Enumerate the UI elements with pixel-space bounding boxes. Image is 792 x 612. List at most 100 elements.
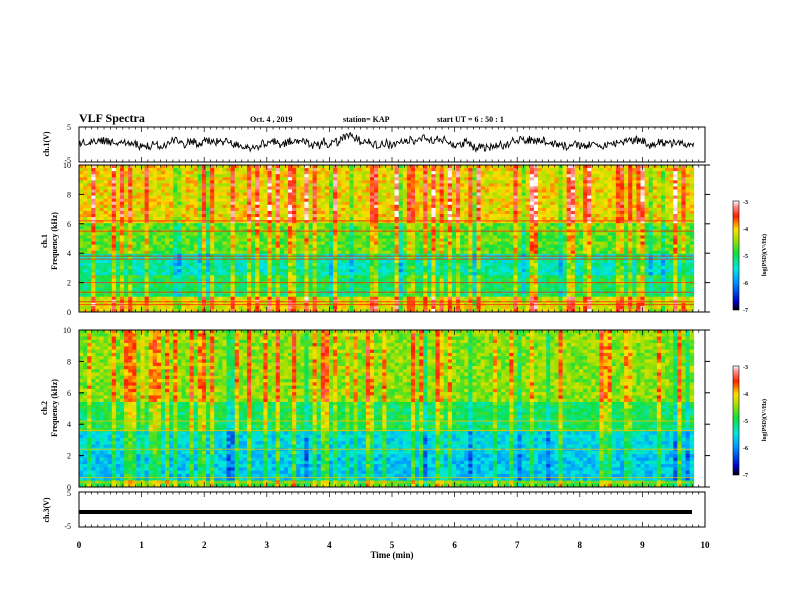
ch1-spectrogram-cell — [656, 253, 662, 258]
ch1-spectrogram-cell — [357, 244, 363, 249]
ch1-spectrogram-cell — [533, 180, 539, 184]
ch1-spectrogram-cell — [374, 201, 379, 206]
ch1-spectrogram-cell — [599, 192, 604, 197]
ch1-spectrogram-cell — [369, 235, 375, 239]
ch1-spectrogram-cell — [341, 238, 346, 242]
ch1-spectrogram-cell — [451, 198, 457, 203]
ch1-spectrogram-cell — [386, 183, 391, 187]
ch1-spectrogram-cell — [468, 192, 473, 197]
ch1-spectrogram-cell — [185, 238, 191, 242]
ch1-spectrogram-cell — [394, 165, 400, 169]
ch1-spectrogram-cell — [206, 226, 211, 230]
ch1-spectrogram-cell — [140, 195, 145, 200]
ch1-spectrogram-cell — [521, 226, 527, 230]
ch1-spectrogram-cell — [328, 238, 334, 242]
ch1-spectrogram-cell — [218, 195, 223, 200]
ch1-spectrogram-cell — [451, 244, 457, 249]
ch1-spectrogram-cell — [410, 210, 416, 215]
ch1-spectrogram-cell — [648, 171, 654, 175]
ch1-spectrogram-cell — [91, 201, 96, 206]
ch1-spectrogram-cell — [193, 204, 199, 209]
ch1-spectrogram-cell — [382, 174, 387, 178]
ch1-spectrogram-cell — [345, 247, 350, 252]
ch1-spectrogram-cell — [136, 220, 141, 224]
ch1-spectrogram-cell — [468, 177, 473, 181]
ch1-spectrogram-cell — [292, 204, 297, 209]
ch1-spectrogram-cell — [337, 217, 342, 221]
ch1-spectrogram-cell — [189, 244, 195, 249]
ch1-spectrogram-cell — [79, 183, 84, 187]
ch1-spectrogram-cell — [156, 253, 162, 258]
ch1-spectrogram-cell — [525, 241, 531, 246]
ch1-spectrogram-cell — [107, 226, 113, 230]
ch1-spectrogram-cell — [152, 253, 158, 258]
ch1-spectrogram-cell — [632, 238, 637, 242]
ch1-spectrogram-cell — [353, 174, 359, 178]
ch1-spectrogram-cell — [218, 201, 223, 206]
ch1-spectrogram-cell — [472, 226, 477, 230]
ch1-spectrogram-cell — [636, 174, 641, 178]
ch1-spectrogram-cell — [558, 238, 563, 242]
ch1-spectrogram-cell — [328, 186, 334, 190]
ch1-spectrogram-cell — [181, 192, 186, 197]
ch1-spectrogram-cell — [415, 226, 420, 230]
ch1-spectrogram-cell — [558, 171, 563, 175]
ch1-spectrogram-cell — [115, 235, 121, 239]
ch1-spectrogram-cell — [296, 201, 301, 206]
ch1-spectrogram-cell — [382, 183, 387, 187]
ch1-spectrogram-cell — [119, 195, 125, 200]
ch1-spectrogram-cell — [288, 220, 293, 224]
ch1-spectrogram-cell — [599, 168, 604, 172]
ch1-spectrogram-cell — [247, 223, 252, 227]
ch1-spectrogram-cell — [316, 214, 322, 218]
ch1-spectrogram-cell — [173, 195, 178, 200]
ch1-spectrogram-cell — [443, 204, 449, 209]
ch1-spectrogram-cell — [525, 174, 531, 178]
ch1-spectrogram-cell — [619, 174, 625, 178]
ch1-spectrogram-cell — [173, 241, 178, 246]
ch1-spectrogram-cell — [165, 266, 170, 270]
ch1-spectrogram-cell — [509, 177, 514, 181]
ch1-spectrogram-cell — [652, 210, 658, 215]
ch1-spectrogram-cell — [292, 186, 297, 190]
ch1-spectrogram-cell — [656, 241, 662, 246]
ch1-spectrogram-cell — [300, 192, 305, 197]
ch1-spectrogram-cell — [554, 247, 559, 252]
ch1-spectrogram-cell — [185, 177, 191, 181]
ch1-spectrogram-cell — [197, 180, 203, 184]
ch1-spectrogram-cell — [406, 235, 412, 239]
ch1-spectrogram-cell — [542, 250, 547, 255]
ch1-spectrogram-cell — [115, 183, 121, 187]
ch1-spectrogram-cell — [263, 217, 268, 221]
ch1-spectrogram-cell — [513, 186, 518, 190]
ch1-spectrogram-cell — [669, 171, 674, 175]
ch1-spectrogram-cell — [685, 195, 691, 200]
ch1-spectrogram-cell — [488, 220, 494, 224]
ch1-spectrogram-cell — [341, 201, 346, 206]
ch1-spectrogram-cell — [460, 192, 465, 197]
ch1-spectrogram-cell — [566, 207, 572, 212]
ch1-spectrogram-cell — [603, 263, 609, 267]
ch1-spectrogram-cell — [423, 165, 428, 169]
ch1-spectrogram-cell — [107, 247, 113, 252]
ch1-spectrogram-cell — [349, 232, 354, 236]
ch1-spectrogram-cell — [443, 198, 449, 203]
ch1-spectrogram-cell — [533, 223, 539, 227]
ch1-spectrogram-cell — [185, 220, 191, 224]
ch1-spectrogram-cell — [300, 247, 305, 252]
ch1-spectrogram-cell — [103, 207, 109, 212]
ch1-spectrogram-cell — [587, 214, 592, 218]
ch1-spectrogram-cell — [456, 204, 461, 209]
ch1-spectrogram-cell — [398, 226, 404, 230]
ch1-spectrogram-cell — [144, 235, 150, 239]
ch1-spectrogram-cell — [628, 253, 633, 258]
ch1-spectrogram-cell — [501, 220, 506, 224]
ch1-spectrogram-cell — [550, 198, 555, 203]
ch1-spectrogram-cell — [464, 186, 469, 190]
ch1-spectrogram-cell — [247, 259, 252, 264]
ch1-spectrogram-cell — [402, 217, 408, 221]
ch1-spectrogram-cell — [611, 192, 617, 197]
ch1-spectrogram-cell — [259, 198, 264, 203]
ch1-spectrogram-cell — [472, 253, 477, 258]
ch1-spectrogram-cell — [99, 238, 104, 242]
